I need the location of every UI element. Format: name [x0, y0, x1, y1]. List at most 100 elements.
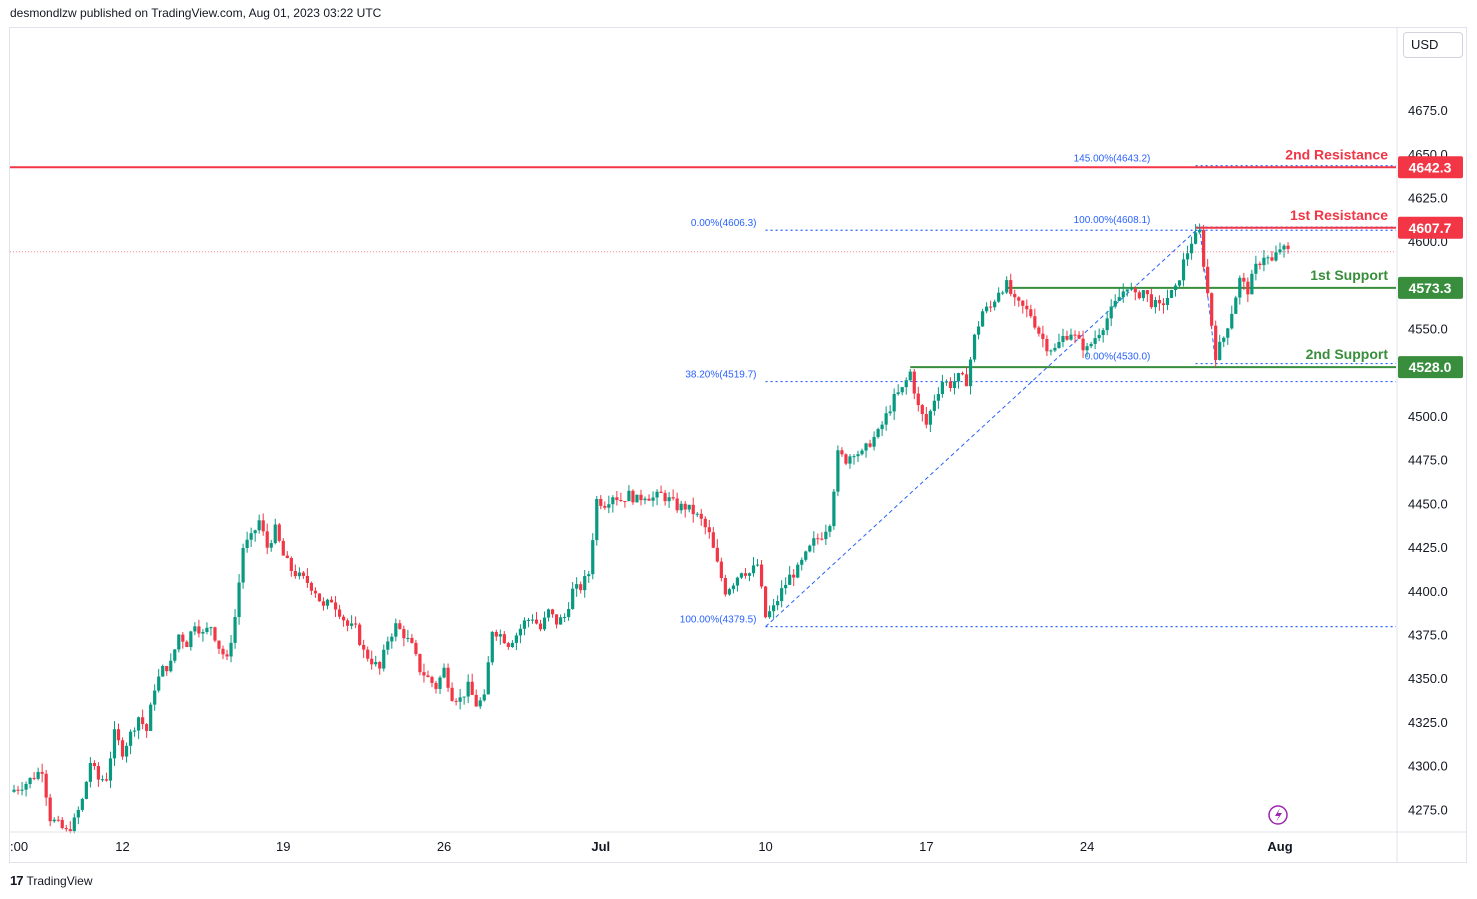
candle-body	[438, 677, 442, 689]
candle	[1037, 325, 1041, 337]
candle	[498, 629, 502, 645]
candle	[1214, 320, 1218, 368]
candle	[60, 817, 64, 830]
candle-body	[370, 658, 374, 665]
candle-body	[1222, 337, 1226, 342]
candle-body	[1057, 341, 1061, 348]
candle	[1181, 252, 1186, 287]
candle-body	[1129, 288, 1133, 290]
candle	[458, 688, 462, 710]
candle-body	[563, 617, 567, 619]
level-name-label: 2nd Resistance	[1285, 146, 1388, 162]
candle-body	[462, 696, 466, 698]
candle-body	[217, 640, 221, 649]
candle-body	[997, 292, 1001, 302]
lightning-icon[interactable]	[1268, 805, 1288, 825]
candle-body	[1029, 309, 1033, 317]
candle-body	[490, 631, 494, 663]
candle-body	[920, 405, 924, 415]
candle	[868, 439, 872, 448]
candle-body	[530, 619, 535, 621]
candle	[876, 427, 880, 439]
candle-body	[651, 497, 655, 501]
candle	[124, 742, 129, 763]
candle	[1117, 288, 1121, 302]
time-axis[interactable]: :00 12 19 26 Jul 10 17 24 Aug	[9, 831, 1467, 854]
candle	[92, 760, 96, 770]
candle	[141, 709, 145, 730]
candle-body	[265, 531, 269, 548]
candle	[772, 599, 776, 619]
chart-frame[interactable]	[9, 27, 1467, 863]
candle	[197, 619, 201, 638]
price-axis[interactable]: 4675.04650.04625.04600.04550.04500.04475…	[1396, 28, 1448, 862]
candle	[900, 386, 904, 396]
candle-body	[1214, 325, 1218, 360]
candle-body	[418, 654, 422, 673]
candle-body	[100, 779, 105, 781]
candle	[225, 649, 229, 661]
currency-selector[interactable]: USD	[1403, 32, 1463, 58]
candle	[563, 613, 567, 623]
candle-body	[1113, 300, 1117, 307]
candle	[1270, 250, 1274, 262]
candle	[249, 527, 253, 547]
candle-body	[454, 700, 458, 702]
candle-body	[205, 627, 209, 632]
candle-body	[68, 829, 72, 832]
candle-body	[856, 454, 860, 457]
candle	[840, 447, 844, 457]
candle	[1085, 342, 1089, 358]
candle-body	[884, 413, 888, 425]
candle-body	[623, 500, 627, 502]
tradingview-logo[interactable]: 17 TradingView	[10, 873, 93, 888]
candle	[683, 501, 687, 518]
candle-body	[273, 524, 277, 544]
fib-level-label: 0.00%(4606.3)	[691, 218, 757, 229]
candle-body	[1169, 290, 1174, 298]
candle-body	[1053, 347, 1057, 351]
candle	[530, 614, 535, 624]
candle	[209, 626, 213, 636]
candle	[490, 630, 494, 666]
candle	[1202, 224, 1206, 272]
candle-body	[1262, 257, 1266, 266]
candle-body	[406, 637, 410, 639]
price-tick-label: 4325.0	[1408, 715, 1448, 730]
candle-body	[1242, 277, 1246, 282]
candle-body	[1153, 300, 1158, 308]
candle	[1125, 289, 1129, 297]
candle-body	[309, 582, 314, 591]
support-resistance-levels[interactable]: 2nd Resistance 1st Resistance 1st Support 2…	[10, 146, 1396, 369]
candle-body	[739, 573, 744, 578]
candle	[454, 698, 458, 706]
candle-body	[1085, 346, 1089, 351]
candle-body	[12, 789, 16, 792]
price-tick-label: 4450.0	[1408, 496, 1448, 511]
candle	[964, 367, 969, 387]
candle-body	[229, 642, 233, 657]
candle	[812, 531, 816, 553]
price-badges: 4642.3 4607.7 4573.3 4528.0	[1398, 156, 1463, 379]
candle	[904, 377, 908, 395]
candle	[1222, 336, 1226, 348]
candle	[856, 450, 860, 462]
candle	[534, 612, 539, 625]
candle-body	[1218, 341, 1222, 360]
candle	[510, 640, 514, 648]
candle	[707, 519, 711, 539]
candle	[989, 300, 993, 312]
price-tick-label: 4500.0	[1408, 409, 1448, 424]
candle	[767, 605, 772, 619]
candle-body	[333, 602, 338, 610]
candle	[426, 670, 430, 678]
candle	[329, 596, 334, 603]
candle	[120, 737, 125, 760]
fibonacci-retracement-tool[interactable]: 145.00%(4643.2) 100.00%(4608.1) 0.00%(4606…	[680, 154, 1396, 628]
candle-body	[603, 505, 607, 508]
time-tick-label: :00	[10, 839, 28, 854]
candle-body	[1202, 229, 1206, 267]
candle	[358, 622, 362, 647]
candle-body	[60, 819, 64, 829]
